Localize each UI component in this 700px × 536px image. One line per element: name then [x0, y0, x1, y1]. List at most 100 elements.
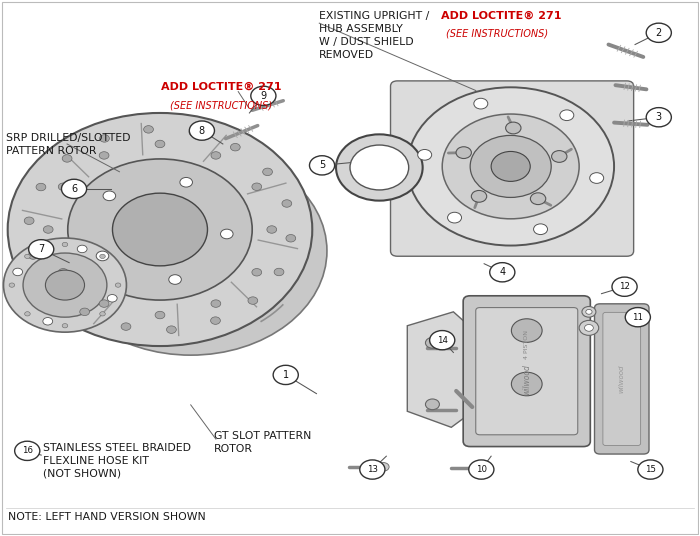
Circle shape: [560, 110, 574, 121]
Circle shape: [46, 270, 85, 300]
Circle shape: [211, 152, 220, 159]
Circle shape: [107, 294, 117, 302]
Circle shape: [58, 183, 68, 190]
Text: SRP DRILLED/SLOTTED
PATTERN ROTOR: SRP DRILLED/SLOTTED PATTERN ROTOR: [6, 133, 131, 156]
Text: wilwood: wilwood: [522, 364, 531, 394]
Circle shape: [262, 168, 272, 176]
Circle shape: [512, 372, 542, 396]
Circle shape: [99, 135, 109, 142]
Circle shape: [456, 147, 471, 159]
Text: 1: 1: [283, 370, 289, 380]
Circle shape: [9, 283, 15, 287]
Circle shape: [25, 254, 30, 258]
Circle shape: [512, 319, 542, 343]
Circle shape: [113, 193, 207, 266]
Circle shape: [220, 229, 233, 239]
Circle shape: [579, 321, 598, 336]
Circle shape: [474, 98, 488, 109]
Text: STAINLESS STEEL BRAIDED
FLEXLINE HOSE KIT
(NOT SHOWN): STAINLESS STEEL BRAIDED FLEXLINE HOSE KI…: [43, 443, 190, 479]
Circle shape: [248, 297, 258, 304]
Circle shape: [43, 317, 52, 325]
Circle shape: [273, 366, 298, 384]
Circle shape: [58, 269, 68, 276]
Circle shape: [36, 183, 46, 191]
Circle shape: [286, 235, 295, 242]
Circle shape: [469, 460, 494, 479]
Text: ADD LOCTITE® 271: ADD LOCTITE® 271: [441, 10, 561, 20]
Circle shape: [336, 135, 423, 200]
Circle shape: [309, 156, 335, 175]
Circle shape: [490, 263, 515, 282]
Circle shape: [426, 338, 440, 348]
Circle shape: [491, 152, 530, 181]
Circle shape: [48, 284, 57, 291]
Circle shape: [552, 151, 567, 162]
Circle shape: [470, 136, 551, 197]
Circle shape: [350, 145, 409, 190]
Circle shape: [533, 224, 547, 235]
Polygon shape: [407, 312, 470, 427]
Circle shape: [189, 129, 199, 136]
Circle shape: [25, 312, 30, 316]
Circle shape: [360, 460, 385, 479]
Text: 6: 6: [71, 184, 77, 194]
Circle shape: [646, 23, 671, 42]
Circle shape: [582, 307, 596, 317]
Text: NOTE: LEFT HAND VERSION SHOWN: NOTE: LEFT HAND VERSION SHOWN: [8, 512, 205, 522]
Circle shape: [418, 150, 432, 160]
Text: 9: 9: [260, 91, 267, 101]
Circle shape: [99, 312, 105, 316]
Circle shape: [116, 283, 121, 287]
Circle shape: [62, 179, 87, 198]
Text: EXISTING UPRIGHT /
HUB ASSEMBLY
W / DUST SHIELD
REMOVED: EXISTING UPRIGHT / HUB ASSEMBLY W / DUST…: [319, 11, 430, 60]
Circle shape: [251, 86, 276, 106]
Circle shape: [426, 399, 440, 410]
Text: 13: 13: [367, 465, 378, 474]
Text: 10: 10: [476, 465, 486, 474]
Circle shape: [80, 308, 90, 316]
Text: 2: 2: [656, 28, 662, 38]
FancyBboxPatch shape: [463, 296, 590, 446]
Circle shape: [625, 308, 650, 327]
Circle shape: [148, 218, 234, 284]
Circle shape: [121, 323, 131, 330]
Text: 5: 5: [319, 160, 326, 170]
Circle shape: [62, 155, 72, 162]
FancyBboxPatch shape: [391, 81, 634, 256]
Circle shape: [99, 152, 109, 159]
Text: wilwood: wilwood: [619, 364, 625, 393]
Circle shape: [646, 108, 671, 127]
Text: 15: 15: [645, 465, 656, 474]
Circle shape: [282, 200, 292, 207]
Text: 7: 7: [38, 244, 44, 254]
Circle shape: [471, 190, 486, 202]
Circle shape: [15, 441, 40, 460]
Circle shape: [96, 251, 108, 260]
Text: 4 PISTON: 4 PISTON: [524, 330, 529, 359]
Text: 16: 16: [22, 446, 33, 456]
Text: 4: 4: [499, 267, 505, 277]
Circle shape: [180, 177, 193, 187]
Circle shape: [612, 277, 637, 296]
Circle shape: [378, 463, 389, 471]
Circle shape: [8, 113, 312, 346]
Text: (SEE INSTRUCTIONS): (SEE INSTRUCTIONS): [447, 28, 549, 39]
Text: 8: 8: [199, 125, 205, 136]
Circle shape: [211, 317, 220, 324]
Circle shape: [55, 147, 327, 355]
Circle shape: [274, 268, 284, 276]
Circle shape: [430, 331, 455, 350]
Circle shape: [4, 238, 127, 332]
Text: (SEE INSTRUCTIONS): (SEE INSTRUCTIONS): [170, 100, 272, 110]
Circle shape: [586, 309, 592, 314]
Circle shape: [29, 240, 54, 259]
Text: 11: 11: [632, 312, 643, 322]
Circle shape: [230, 144, 240, 151]
Circle shape: [28, 252, 38, 259]
Circle shape: [447, 212, 461, 223]
Circle shape: [505, 122, 521, 134]
Circle shape: [589, 173, 603, 183]
Text: 12: 12: [619, 282, 630, 291]
Circle shape: [62, 242, 68, 247]
Circle shape: [252, 183, 262, 190]
